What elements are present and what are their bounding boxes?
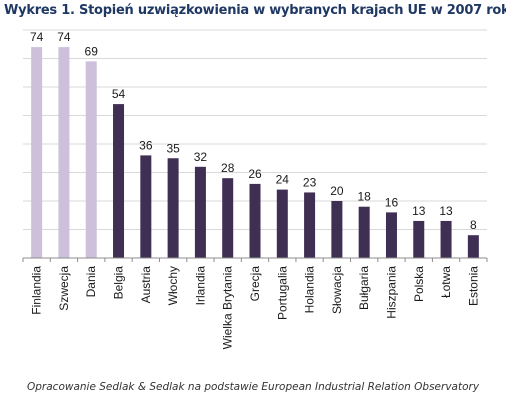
bar — [467, 235, 479, 258]
data-label: 13 — [412, 204, 426, 218]
data-label: 26 — [248, 167, 262, 181]
category-label: Dania — [84, 266, 98, 298]
category-label: Wielka Brytania — [221, 266, 235, 350]
bar — [31, 47, 43, 258]
data-label: 69 — [85, 44, 99, 58]
category-label: Grecja — [248, 266, 262, 302]
source-note: Opracowanie Sedlak & Sedlak na podstawie… — [27, 381, 480, 393]
data-label: 35 — [166, 141, 180, 155]
category-label: Hiszpania — [384, 266, 398, 319]
category-label: Belgia — [112, 266, 126, 300]
bar — [140, 155, 152, 258]
bar — [385, 212, 397, 258]
category-label: Holandia — [303, 266, 317, 314]
bar — [113, 104, 125, 258]
data-label: 20 — [330, 184, 344, 198]
bar — [194, 166, 206, 258]
data-label: 36 — [139, 138, 153, 152]
bar — [222, 178, 234, 258]
bar — [167, 158, 179, 258]
bar — [276, 189, 288, 258]
data-label: 32 — [194, 150, 208, 164]
data-labels: 74 74 69 54 36 35 32 28 26 24 23 20 18 16 13 13 8 — [30, 30, 477, 232]
bar — [413, 220, 425, 258]
category-label: Słowacja — [330, 266, 344, 314]
category-label: Polska — [412, 266, 426, 302]
bar — [440, 220, 452, 258]
data-label: 18 — [357, 190, 371, 204]
category-label: Estonia — [466, 266, 480, 306]
x-axis — [22, 257, 488, 262]
bar — [304, 192, 316, 258]
bars — [31, 47, 479, 258]
data-label: 28 — [221, 161, 235, 175]
category-label: Włochy — [166, 266, 180, 305]
data-label: 8 — [470, 218, 477, 232]
data-label: 74 — [57, 30, 71, 44]
category-label: Austria — [139, 266, 153, 304]
bar — [249, 183, 261, 258]
category-label: Bułgaria — [357, 266, 371, 310]
data-label: 13 — [439, 204, 453, 218]
data-label: 54 — [112, 87, 126, 101]
chart-title: Wykres 1. Stopień uzwiązkowienia w wybra… — [4, 3, 506, 18]
bar — [85, 61, 97, 258]
bar-chart: 74 74 69 54 36 35 32 28 26 24 23 20 18 16 13 13 8 Finlan… — [22, 29, 488, 350]
bar — [58, 47, 70, 258]
category-label: Łotwa — [439, 266, 453, 298]
category-labels: Finlandia Szwecja Dania Belgia Austria Włochy… — [30, 266, 481, 350]
data-label: 24 — [276, 173, 290, 187]
data-label: 74 — [30, 30, 44, 44]
data-label: 16 — [385, 195, 399, 209]
data-label: 23 — [303, 175, 317, 189]
category-label: Irlandia — [193, 266, 207, 306]
category-label: Szwecja — [57, 266, 71, 311]
bar — [331, 201, 343, 258]
category-label: Portugalia — [275, 266, 289, 320]
bar — [358, 206, 370, 258]
category-label: Finlandia — [30, 266, 44, 315]
